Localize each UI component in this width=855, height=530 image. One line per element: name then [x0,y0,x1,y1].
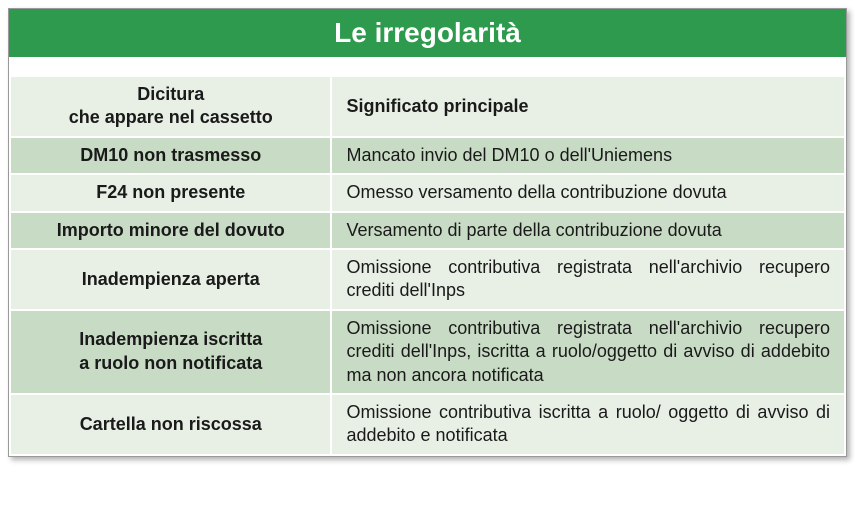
cell-dicitura-text: Cartella non riscossa [80,414,262,434]
cell-dicitura-text: Inadempienza aperta [82,269,260,289]
table-row: Importo minore del dovuto Versamento di … [10,212,845,249]
irregolarita-table: Dicitura che appare nel cassetto Signifi… [9,75,846,456]
table-container: Le irregolarità Dicitura che appare nel … [8,8,847,457]
cell-significato: Omissione contributiva iscritta a ruolo/… [331,394,845,455]
table-row: F24 non presente Omesso versamento della… [10,174,845,211]
table-row: Inadempienza aperta Omissione contributi… [10,249,845,310]
cell-significato-text: Omesso versamento della contribuzione do… [346,182,726,202]
col-header-significato: Significato principale [331,76,845,137]
cell-dicitura: Importo minore del dovuto [10,212,331,249]
title-gap [9,57,846,75]
cell-significato-text: Omissione contributiva registrata nell'a… [346,257,830,300]
col-header-dicitura-line1: Dicitura [137,84,204,104]
table-row: Inadempienza iscritta a ruolo non notifi… [10,310,845,394]
cell-dicitura: Inadempienza aperta [10,249,331,310]
cell-dicitura: Inadempienza iscritta a ruolo non notifi… [10,310,331,394]
cell-significato: Versamento di parte della contribuzione … [331,212,845,249]
cell-dicitura: F24 non presente [10,174,331,211]
col-header-dicitura: Dicitura che appare nel cassetto [10,76,331,137]
title-bar: Le irregolarità [9,9,846,57]
cell-significato: Omesso versamento della contribuzione do… [331,174,845,211]
cell-dicitura-text: DM10 non trasmesso [80,145,261,165]
cell-significato: Omissione contributiva registrata nell'a… [331,310,845,394]
cell-significato-text: Omissione contributiva iscritta a ruolo/… [346,402,830,445]
col-header-dicitura-line2: che appare nel cassetto [69,107,273,127]
cell-dicitura-text: F24 non presente [96,182,245,202]
table-row: DM10 non trasmesso Mancato invio del DM1… [10,137,845,174]
cell-dicitura-text: Importo minore del dovuto [57,220,285,240]
cell-dicitura: Cartella non riscossa [10,394,331,455]
cell-dicitura-text-line1: Inadempienza iscritta [79,329,262,349]
cell-significato-text: Mancato invio del DM10 o dell'Uniemens [346,145,672,165]
cell-significato-text: Omissione contributiva registrata nell'a… [346,318,830,385]
cell-significato: Omissione contributiva registrata nell'a… [331,249,845,310]
table-row: Cartella non riscossa Omissione contribu… [10,394,845,455]
col-header-significato-line1: Significato principale [346,96,528,116]
cell-dicitura: DM10 non trasmesso [10,137,331,174]
cell-significato-text: Versamento di parte della contribuzione … [346,220,721,240]
title-text: Le irregolarità [334,17,521,48]
cell-dicitura-text-line2: a ruolo non notificata [79,353,262,373]
table-header-row: Dicitura che appare nel cassetto Signifi… [10,76,845,137]
table-body: DM10 non trasmesso Mancato invio del DM1… [10,137,845,455]
cell-significato: Mancato invio del DM10 o dell'Uniemens [331,137,845,174]
